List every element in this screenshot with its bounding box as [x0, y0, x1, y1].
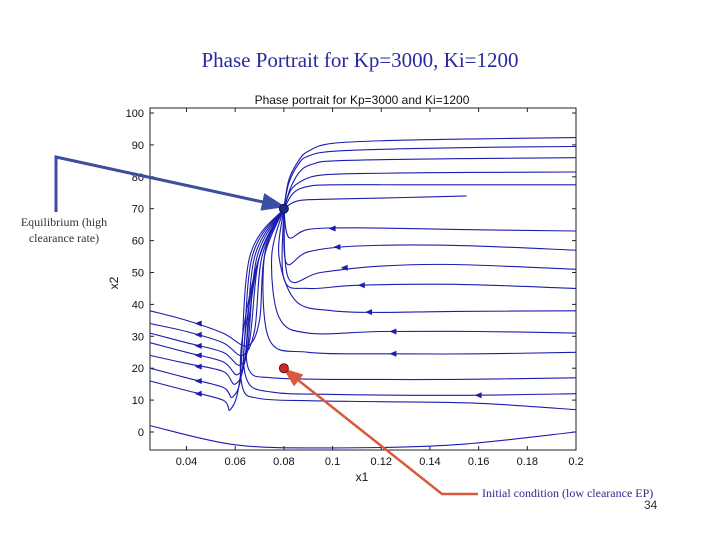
y-tick-label: 20 [132, 363, 144, 375]
trajectory-traj-left-7 [149, 208, 285, 412]
trajectory-traj-left-2 [149, 208, 285, 357]
direction-arrow [389, 350, 397, 357]
slide-title: Phase Portrait for Kp=3000, Ki=1200 [201, 48, 519, 72]
y-tick-label: 50 [132, 268, 144, 280]
x-tick-label: 0.06 [224, 456, 245, 468]
x-tick-label: 0.16 [468, 456, 489, 468]
trajectory-traj-left-5 [149, 208, 285, 385]
x-tick-label: 0.12 [371, 456, 392, 468]
equilibrium-pointer [54, 155, 286, 212]
initial-condition-pointer [282, 368, 478, 496]
trajectory-traj-mid-2 [283, 208, 576, 266]
direction-arrow [328, 225, 336, 232]
y-axis-label: x2 [107, 276, 121, 289]
trajectory-traj-top-1 [283, 137, 576, 209]
direction-arrow [194, 363, 202, 370]
trajectory-traj-left-6 [149, 208, 285, 399]
y-tick-label: 60 [132, 236, 144, 248]
trajectory-traj-top-6 [283, 195, 467, 210]
y-tick-label: 0 [138, 427, 144, 439]
y-tick-label: 100 [126, 108, 144, 120]
direction-arrow [389, 328, 397, 335]
page-number: 34 [644, 498, 658, 512]
chart-title: Phase portrait for Kp=3000 and Ki=1200 [255, 93, 470, 107]
trajectory-traj-top-4 [283, 171, 576, 209]
trajectory-traj-top-5 [283, 184, 576, 209]
direction-arrow [357, 282, 365, 289]
trajectory-traj-low-2 [270, 208, 576, 335]
y-tick-label: 30 [132, 331, 144, 343]
trajectory-traj-low-1 [278, 208, 576, 313]
trajectory-traj-right-low-3 [239, 208, 576, 411]
direction-arrow [365, 309, 373, 316]
equilibrium-label: Equilibrium (high clearance rate) [20, 215, 108, 245]
x-tick-label: 0.1 [325, 456, 340, 468]
trajectory-traj-left-4 [149, 208, 285, 376]
x-tick-label: 0.14 [419, 456, 440, 468]
trajectory-traj-mid-3 [283, 208, 576, 284]
trajectory-traj-bottom [149, 425, 576, 449]
y-tick-label: 40 [132, 299, 144, 311]
x-tick-label: 0.2 [568, 456, 583, 468]
direction-arrow [194, 320, 202, 327]
trajectory-traj-top-2 [283, 145, 576, 209]
initial-condition-marker [278, 363, 289, 374]
y-tick-label: 10 [132, 395, 144, 407]
initial-condition-label: Initial condition (low clearance EP) [482, 486, 654, 500]
y-tick-label: 70 [132, 204, 144, 216]
direction-arrow [474, 392, 482, 399]
x-tick-label: 0.04 [176, 456, 197, 468]
equilibrium-marker [278, 203, 289, 214]
direction-arrow [340, 264, 348, 271]
x-tick-label: 0.08 [273, 456, 294, 468]
direction-arrow [194, 390, 202, 397]
trajectory-traj-top-3 [283, 157, 576, 209]
trajectory-traj-mid-1 [283, 208, 576, 239]
x-axis-label: x1 [356, 470, 369, 484]
direction-arrow [194, 342, 202, 349]
direction-arrow [194, 352, 202, 359]
direction-arrow [194, 331, 202, 338]
trajectory-group [149, 137, 576, 449]
direction-arrow [333, 244, 341, 250]
direction-arrow [194, 378, 202, 384]
x-tick-label: 0.18 [517, 456, 538, 468]
plot-frame [149, 107, 577, 451]
y-tick-label: 90 [132, 140, 144, 152]
